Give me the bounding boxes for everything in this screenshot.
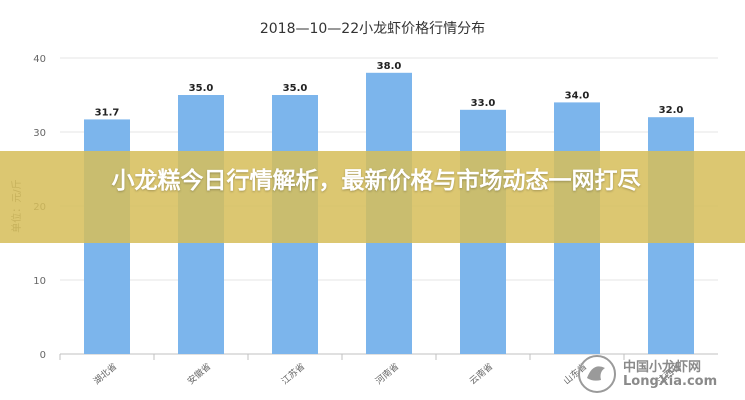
data-label: 32.0 bbox=[659, 105, 684, 116]
data-label: 31.7 bbox=[95, 107, 120, 118]
x-tick-label: 湖北省 bbox=[91, 360, 119, 387]
data-label: 38.0 bbox=[377, 61, 402, 72]
shrimp-logo-icon bbox=[578, 355, 616, 393]
data-label: 35.0 bbox=[283, 83, 308, 94]
data-label: 33.0 bbox=[471, 98, 496, 109]
watermark-logo: 中国小龙虾网 LongXia.com bbox=[575, 352, 740, 396]
y-tick-label: 40 bbox=[33, 54, 46, 65]
watermark-text-en: LongXia.com bbox=[623, 374, 718, 389]
y-tick-label: 0 bbox=[40, 350, 46, 361]
watermark-text-cn: 中国小龙虾网 bbox=[623, 360, 702, 375]
headline-banner: 小龙糕今日行情解析，最新价格与市场动态一网打尽 bbox=[0, 151, 745, 243]
x-tick-label: 江苏省 bbox=[279, 360, 307, 387]
x-tick-label: 河南省 bbox=[373, 360, 401, 387]
x-tick-label: 安徽省 bbox=[185, 360, 213, 387]
x-tick-label: 云南省 bbox=[467, 360, 495, 387]
y-tick-label: 10 bbox=[33, 276, 46, 287]
chart-title: 2018—10—22小龙虾价格行情分布 bbox=[259, 21, 486, 37]
headline-text: 小龙糕今日行情解析，最新价格与市场动态一网打尽 bbox=[111, 168, 641, 194]
data-label: 34.0 bbox=[565, 90, 590, 101]
y-tick-label: 30 bbox=[33, 128, 46, 139]
data-label: 35.0 bbox=[189, 83, 214, 94]
